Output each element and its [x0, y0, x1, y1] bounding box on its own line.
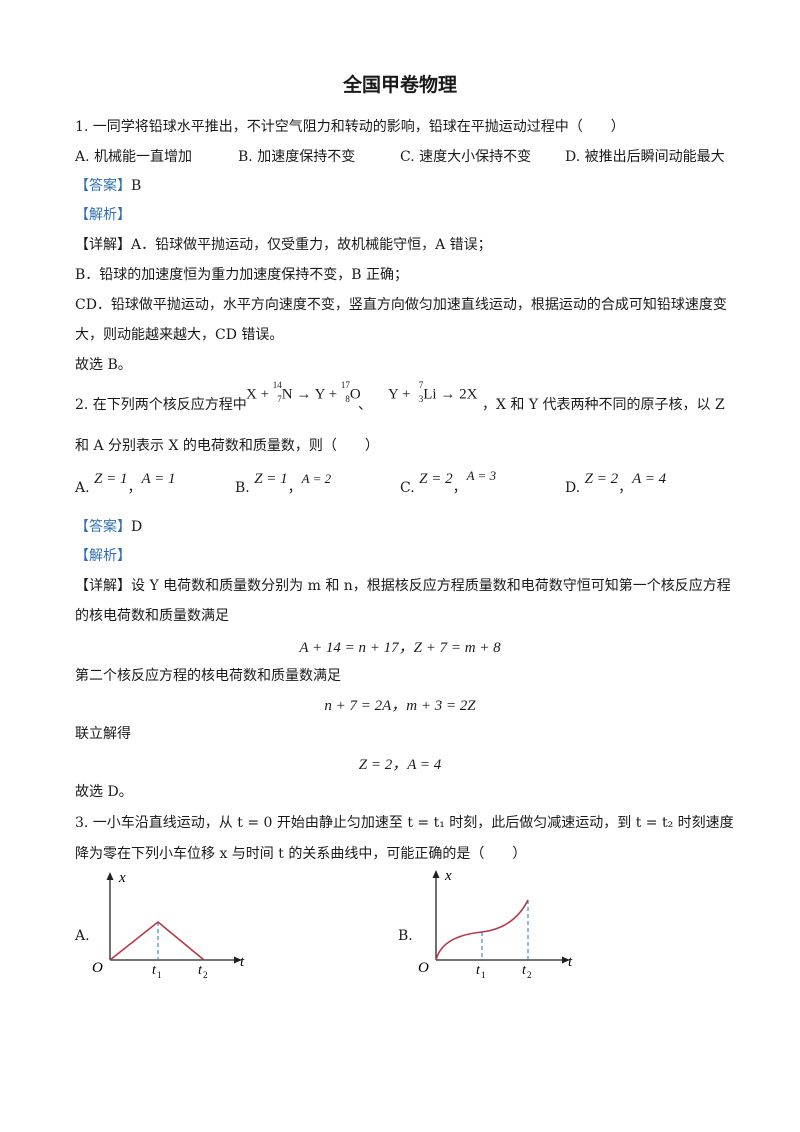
q3-graph-a: x t O t 1 t 2	[92, 870, 245, 980]
q3-graph-b: x t O t 1 t 2	[418, 868, 573, 980]
q1-detail-1: 【详解】A．铅球做平抛运动，仅受重力，故机械能守恒，A 错误；	[75, 235, 492, 255]
q2-eq1-o: O	[349, 386, 361, 403]
q1-answer: 【答案】B	[75, 176, 141, 196]
answer-label: 【答案】	[75, 178, 131, 194]
q3-stem-1: 3. 一小车沿直线运动，从 t = 0 开始由静止匀加速至 t = t₁ 时刻，…	[75, 815, 734, 831]
t1-label: t	[476, 963, 481, 978]
origin-label: O	[92, 960, 103, 976]
q2-reaction-2: Y + 7 3 Li → 2X	[388, 380, 478, 404]
q2-equation-c: Z = 2，A = 4	[358, 757, 442, 773]
q1-option-c: C. 速度大小保持不变	[400, 149, 532, 165]
q2-detail-3: 第二个核反应方程的核电荷数和质量数满足	[75, 668, 341, 684]
q2-option-b: B. Z = 1，A = 2	[235, 471, 332, 496]
q2-detail-5: 故选 D。	[75, 784, 133, 800]
q2-option-c: C. Z = 2，A = 3	[400, 468, 497, 496]
detail-label: 【详解】	[75, 237, 131, 253]
displacement-curve	[109, 920, 205, 961]
q3-graph-a-label: A.	[75, 928, 90, 944]
q2-o-prescript: 17 8	[340, 380, 350, 404]
q2-detail-1: 【详解】设 Y 电荷数和质量数分别为 m 和 n，根据核反应方程质量数和电荷数守…	[75, 576, 731, 596]
y-axis-label: x	[118, 870, 126, 886]
t1-subscript: 1	[481, 970, 486, 980]
origin-label: O	[418, 960, 429, 976]
q2-n-prescript: 14 7	[272, 380, 282, 404]
q1-stem: 1. 一同学将铅球水平推出，不计空气阻力和转动的影响，铅球在平抛运动过程中（ ）	[75, 119, 625, 135]
q2-stem-a: 2. 在下列两个核反应方程中	[75, 397, 247, 413]
q2-equation-a: A + 14 = n + 17，Z + 7 = m + 8	[299, 640, 501, 656]
q1-detail-5: 故选 B。	[75, 357, 132, 373]
q1-option-a: A. 机械能一直增加	[75, 149, 193, 165]
t1-subscript: 1	[157, 970, 162, 980]
q1-detail-3: CD．铅球做平抛运动，水平方向速度不变，竖直方向做匀加速直线运动，根据运动的合成…	[75, 297, 727, 313]
q1-detail-2: B．铅球的加速度恒为重力加速度保持不变，B 正确；	[75, 267, 409, 283]
t1-label: t	[152, 963, 157, 978]
q1-option-b: B. 加速度保持不变	[238, 149, 356, 165]
q2-equation-b: n + 7 = 2A，m + 3 = 2Z	[324, 698, 476, 714]
x-axis-label: t	[568, 954, 573, 970]
x-axis-arrow-icon	[234, 956, 242, 964]
q2-detail-4: 联立解得	[75, 726, 131, 742]
answer-value: D	[131, 519, 143, 535]
q2-option-a: A. Z = 1，A = 1	[75, 471, 176, 496]
q2-answer: 【答案】D	[75, 517, 142, 537]
x-axis-arrow-icon	[562, 956, 570, 964]
answer-label: 【答案】	[75, 519, 131, 535]
q2-eq2-li: Li → 2X	[423, 386, 478, 403]
t2-label: t	[198, 963, 203, 978]
q2-eq1-n: N → Y +	[281, 386, 338, 403]
q2-separator: 、	[358, 397, 372, 413]
q1-option-d: D. 被推出后瞬间动能最大	[565, 149, 725, 165]
q2-eq1-plus: X +	[246, 386, 270, 403]
y-axis-arrow-icon	[432, 870, 440, 878]
y-axis-label: x	[444, 868, 452, 884]
t2-subscript: 2	[527, 970, 532, 980]
q1-analysis-label: 【解析】	[75, 207, 131, 223]
x-axis-label: t	[240, 954, 245, 970]
q3-stem-2: 降为零在下列小车位移 x 与时间 t 的关系曲线中，可能正确的是（ ）	[75, 846, 527, 862]
q3-graph-b-label: B.	[398, 928, 413, 944]
q2-eq2-plus: Y +	[388, 386, 411, 403]
q1-detail-4: 大，则动能越来越大，CD 错误。	[75, 327, 284, 343]
answer-value: B	[131, 178, 142, 194]
detail-text: 设 Y 电荷数和质量数分别为 m 和 n，根据核反应方程质量数和电荷数守恒可知第…	[131, 578, 731, 594]
page-title: 全国甲卷物理	[342, 74, 457, 96]
q2-reaction-1: X + 14 7 N → Y + 17 8 O	[246, 380, 361, 404]
t2-label: t	[522, 963, 527, 978]
q2-stem-c: 和 A 分别表示 X 的电荷数和质量数，则（ ）	[75, 438, 379, 454]
q2-stem-b: ，X 和 Y 代表两种不同的原子核，以 Z	[482, 397, 725, 413]
detail-label: 【详解】	[75, 578, 131, 594]
q2-analysis-label: 【解析】	[75, 548, 131, 564]
y-axis-arrow-icon	[106, 872, 114, 880]
detail-text: A．铅球做平抛运动，仅受重力，故机械能守恒，A 错误；	[131, 237, 492, 253]
displacement-curve	[435, 899, 529, 961]
t2-subscript: 2	[203, 970, 208, 980]
q2-detail-2: 的核电荷数和质量数满足	[75, 608, 229, 624]
q2-option-d: D. Z = 2，A = 4	[565, 471, 667, 496]
